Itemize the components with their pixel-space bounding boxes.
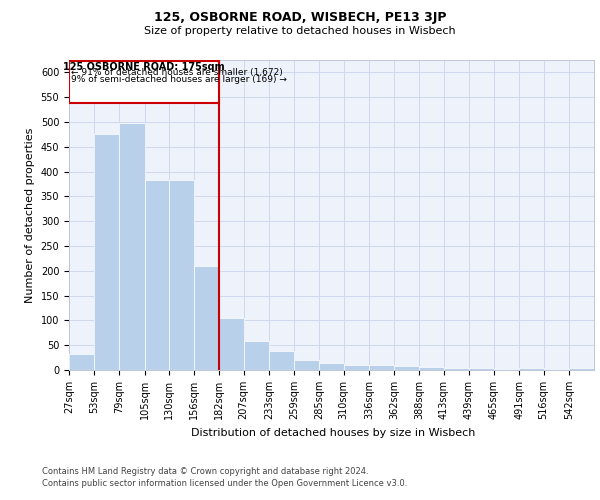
Bar <box>269 350 294 370</box>
Bar <box>469 368 494 370</box>
Bar <box>69 62 220 103</box>
Bar <box>569 368 594 370</box>
Bar <box>394 366 419 370</box>
Text: 125 OSBORNE ROAD: 175sqm: 125 OSBORNE ROAD: 175sqm <box>64 62 225 72</box>
Bar <box>244 341 269 370</box>
Bar <box>169 180 194 370</box>
Text: 125, OSBORNE ROAD, WISBECH, PE13 3JP: 125, OSBORNE ROAD, WISBECH, PE13 3JP <box>154 11 446 24</box>
Text: Contains public sector information licensed under the Open Government Licence v3: Contains public sector information licen… <box>42 479 407 488</box>
Text: ← 91% of detached houses are smaller (1,672): ← 91% of detached houses are smaller (1,… <box>71 68 283 78</box>
Bar <box>344 364 369 370</box>
Bar <box>145 180 169 370</box>
Bar <box>419 367 443 370</box>
Bar <box>319 363 344 370</box>
Bar <box>443 368 469 370</box>
Bar <box>220 318 244 370</box>
Bar <box>519 368 544 370</box>
Bar <box>294 360 319 370</box>
Y-axis label: Number of detached properties: Number of detached properties <box>25 128 35 302</box>
Bar <box>369 365 394 370</box>
Text: Size of property relative to detached houses in Wisbech: Size of property relative to detached ho… <box>144 26 456 36</box>
Bar <box>69 354 94 370</box>
Text: Contains HM Land Registry data © Crown copyright and database right 2024.: Contains HM Land Registry data © Crown c… <box>42 468 368 476</box>
Bar <box>119 124 145 370</box>
Text: Distribution of detached houses by size in Wisbech: Distribution of detached houses by size … <box>191 428 475 438</box>
Bar <box>194 266 220 370</box>
Bar <box>94 134 119 370</box>
Text: 9% of semi-detached houses are larger (169) →: 9% of semi-detached houses are larger (1… <box>71 75 287 84</box>
